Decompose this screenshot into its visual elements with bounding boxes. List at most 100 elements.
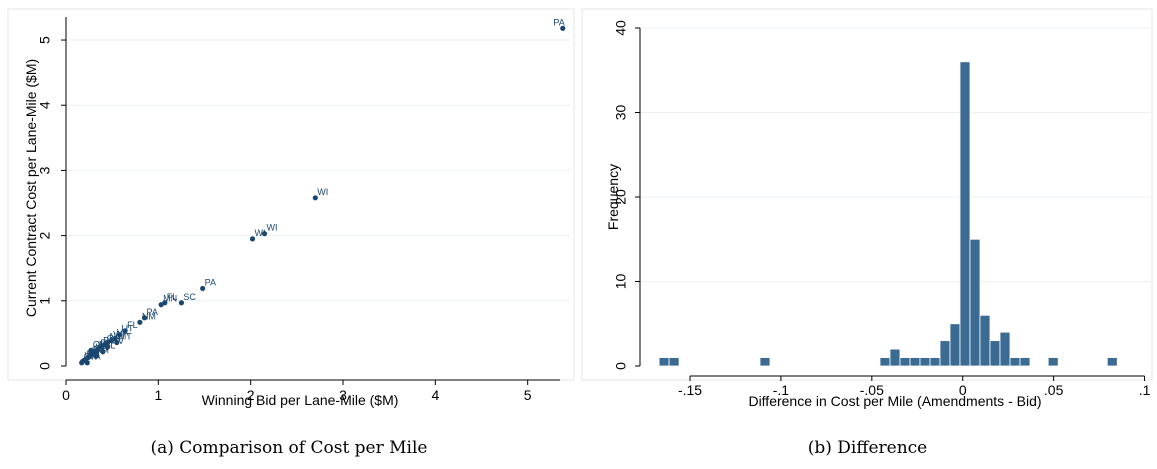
point-label: PA [103, 335, 114, 345]
point-label: OH [94, 343, 108, 353]
y-tick-label: 40 [613, 20, 629, 36]
scatter-point [312, 195, 318, 201]
point-label: WI [85, 350, 96, 360]
point-label: TX [98, 340, 110, 350]
x-tick-label: 0 [62, 387, 70, 403]
point-label: OH [84, 352, 98, 362]
y-tick-label: 4 [37, 101, 53, 109]
histogram-bar [1106, 357, 1118, 367]
point-label: WI [113, 330, 124, 340]
y-tick-label: 2 [37, 232, 53, 240]
point-label: PA [553, 17, 564, 27]
histogram-bar [909, 357, 921, 367]
scatter-point [261, 231, 268, 237]
scatter-point [114, 339, 120, 346]
x-tick-label: 1 [154, 387, 162, 403]
y-tick-label: 1 [37, 297, 53, 305]
point-label: WI [267, 223, 278, 233]
scatter-point [93, 353, 100, 359]
histogram-bar [979, 314, 991, 367]
point-label: FL [100, 338, 111, 348]
histogram-bar [949, 323, 961, 367]
point-label: OH [93, 339, 107, 349]
point-label: MN [90, 347, 104, 357]
scatter-point [200, 285, 206, 292]
panel-b: 0 10 20 30 40 -.15 -.1 -.05 0 .05 .1 Difference in … [578, 0, 1157, 469]
histogram-bar [1047, 357, 1059, 367]
histogram-bar [759, 357, 771, 367]
histogram-bar [929, 357, 941, 367]
histogram-bar [1009, 357, 1021, 367]
scatter-point [560, 25, 566, 31]
scatter-point [104, 344, 111, 350]
scatter-point [249, 236, 256, 242]
y-tick-label: 0 [37, 362, 53, 370]
caption-a: (a) Comparison of Cost per Mile [150, 438, 428, 458]
histogram-bar [919, 357, 931, 367]
scatter-point [100, 349, 106, 355]
x-axis-title: Difference in Cost per Mile (Amendments … [748, 393, 1041, 409]
histogram-bar [1019, 357, 1031, 367]
histogram-bar [658, 357, 670, 367]
point-label: WV [96, 342, 111, 352]
scatter-chart: 0 1 2 3 4 5 0 1 2 3 4 5 Winning Bid per Lane-Mile ($… [7, 8, 575, 408]
histogram-bar [999, 331, 1011, 367]
scatter-point [141, 315, 148, 321]
point-label: NM [142, 311, 156, 321]
y-tick-label: 3 [37, 166, 53, 174]
x-tick-label: -.1 [773, 382, 790, 398]
point-label: WI [317, 187, 328, 197]
point-label: VA [89, 352, 100, 362]
y-axis-title: Current Contract Cost per Lane-Mile ($M) [23, 59, 39, 317]
scatter-point [122, 328, 128, 334]
histogram-bar [668, 357, 680, 367]
x-tick-label: 3 [339, 387, 347, 403]
scatter-point [88, 347, 94, 353]
point-label: MT [119, 332, 132, 342]
histogram-bar [879, 357, 891, 367]
point-label: PA [205, 277, 216, 287]
scatter-point [137, 319, 143, 325]
point-label: PA [146, 307, 157, 317]
point-label: PA [92, 345, 103, 355]
x-tick-label: 5 [524, 387, 532, 403]
scatter-point [178, 300, 185, 306]
y-tick-label: 20 [613, 189, 629, 205]
panel-a: 0 1 2 3 4 5 0 1 2 3 4 5 Winning Bid per Lane-Mile ($… [0, 0, 578, 469]
y-tick-label: 10 [613, 274, 629, 290]
point-label: VA [88, 348, 99, 358]
histogram-bar [889, 348, 901, 367]
x-tick-label: .1 [1139, 382, 1151, 398]
point-label: NC [110, 332, 123, 342]
scatter-point [116, 332, 123, 338]
scatter-point [158, 302, 164, 308]
x-tick-label: 0 [959, 382, 967, 398]
point-label: FL [105, 341, 116, 351]
point-label: MN [163, 294, 177, 304]
histogram-bar [939, 340, 951, 367]
point-label: WI [255, 228, 266, 238]
x-tick-label: -.05 [860, 382, 884, 398]
histogram-bar [899, 357, 911, 367]
scatter-point [84, 360, 90, 366]
point-label: SC [183, 292, 196, 302]
point-label: UT [122, 324, 134, 334]
y-tick-label: 5 [37, 36, 53, 44]
histogram-chart: 0 10 20 30 40 -.15 -.1 -.05 0 .05 .1 Difference in … [581, 8, 1153, 409]
histogram-bar [959, 61, 971, 367]
x-tick-label: 2 [247, 387, 255, 403]
y-tick-label: 0 [613, 362, 629, 370]
point-label: FL [167, 292, 178, 302]
plot-frame [7, 8, 575, 381]
point-label: OH [107, 333, 121, 343]
histogram-bar [989, 340, 1001, 367]
y-axis-title: Frequency [605, 164, 621, 230]
plot-frame [581, 8, 1153, 381]
point-label: VA [117, 328, 128, 338]
x-tick-label: .05 [1044, 382, 1064, 398]
histogram-bar [969, 238, 981, 367]
caption-b: (b) Difference [807, 438, 928, 458]
x-tick-label: 4 [431, 387, 439, 403]
scatter-point [79, 360, 85, 366]
point-label: NC [86, 349, 99, 359]
